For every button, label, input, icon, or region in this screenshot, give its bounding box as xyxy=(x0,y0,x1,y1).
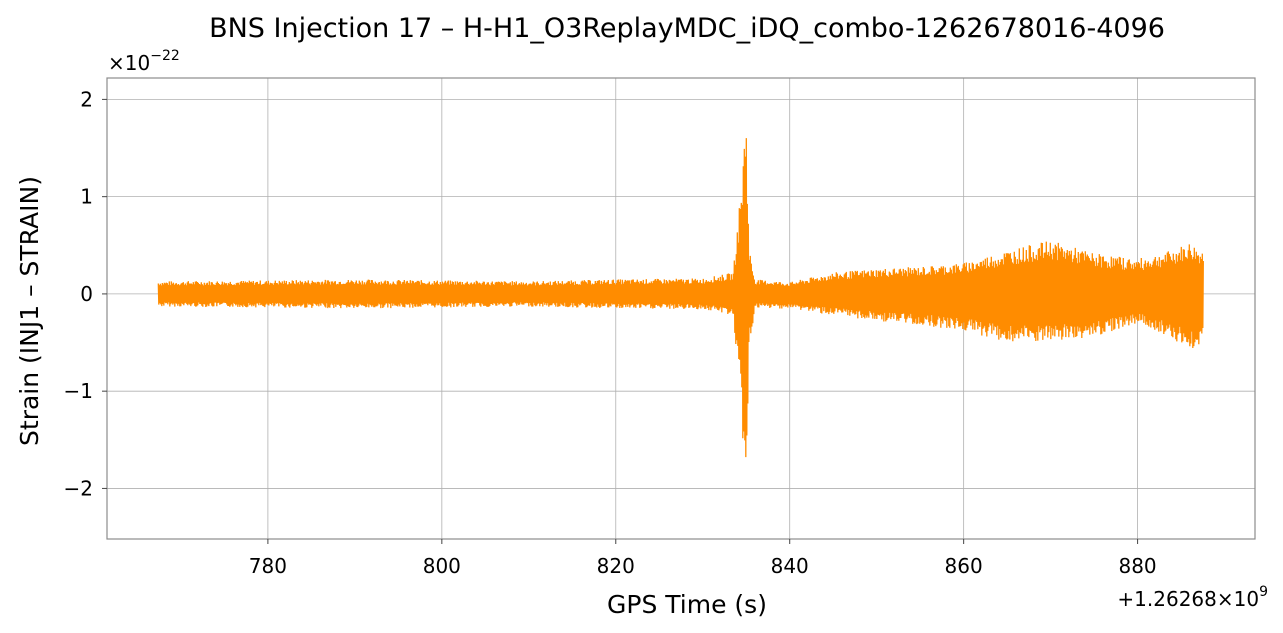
x-tick-label: 820 xyxy=(597,554,635,578)
y-tick-label: −2 xyxy=(64,476,93,500)
x-offset-label: +1.26268×109 xyxy=(1117,584,1268,611)
y-scale-label: ×10−22 xyxy=(108,48,180,75)
y-tick-label: 1 xyxy=(80,185,93,209)
series-layer xyxy=(157,138,1204,458)
plot-area xyxy=(157,138,1204,458)
x-axis-label: GPS Time (s) xyxy=(607,590,767,619)
x-axis-ticks: 780 800 820 840 860 880 xyxy=(249,539,1157,578)
y-tick-label: 2 xyxy=(80,87,93,111)
x-tick-label: 860 xyxy=(945,554,983,578)
y-axis-ticks: 2 1 0 −1 −2 xyxy=(64,87,107,500)
x-tick-label: 800 xyxy=(423,554,461,578)
axes-frame xyxy=(106,77,1256,540)
series-line xyxy=(157,138,1204,458)
x-tick-label: 880 xyxy=(1118,554,1156,578)
x-tick-label: 840 xyxy=(771,554,809,578)
y-tick-label: −1 xyxy=(64,379,93,403)
chart-title: BNS Injection 17 – H-H1_O3ReplayMDC_iDQ_… xyxy=(209,13,1165,44)
x-tick-label: 780 xyxy=(249,554,287,578)
y-tick-label: 0 xyxy=(80,282,93,306)
y-axis-label: Strain (INJ1 – STRAIN) xyxy=(15,176,44,446)
